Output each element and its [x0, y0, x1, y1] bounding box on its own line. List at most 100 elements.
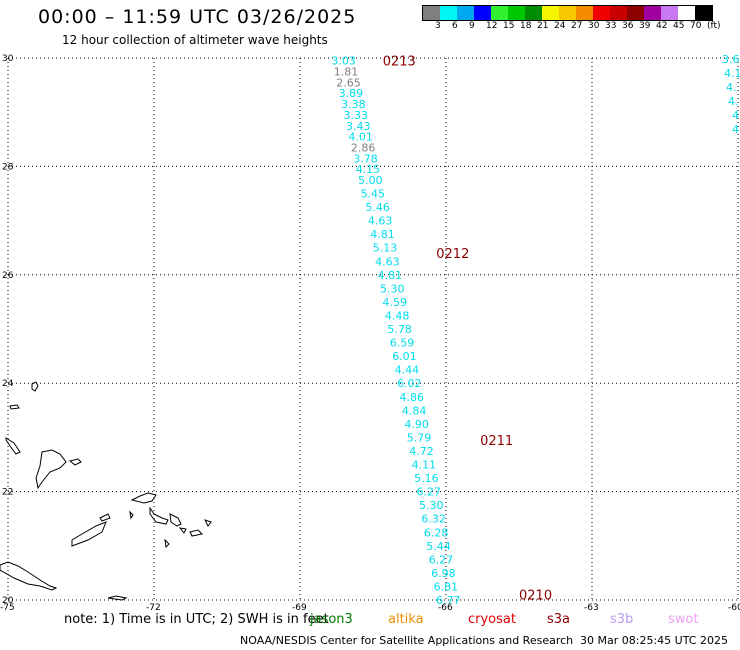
altimeter-track: 3.031.812.653.893.383.333.434.012.863.78…	[331, 55, 460, 607]
wave-height-value: 6.27	[417, 486, 442, 499]
wave-height-value-edge: 4.	[726, 81, 737, 94]
legend-swatch	[542, 6, 559, 20]
right-edge-track: 3.64.14.4.4.4	[722, 53, 740, 136]
lon-tick-label: -66	[438, 603, 453, 613]
coast-island-9	[149, 506, 169, 525]
wave-height-value: 6.81	[434, 580, 459, 593]
coast-island-6	[71, 521, 107, 547]
wave-height-value: 5.30	[419, 499, 444, 512]
lon-tick-label: -75	[0, 603, 15, 613]
wave-height-value: 4.15	[356, 163, 381, 176]
lat-tick-label: 22	[2, 488, 13, 498]
legend-swatch	[593, 6, 610, 20]
coast-island-2	[9, 404, 20, 410]
wave-height-value: 5.78	[387, 323, 412, 336]
legend-swatch	[610, 6, 627, 20]
pass-label: 0211	[480, 434, 513, 449]
wave-height-value-edge: 4.1	[724, 67, 740, 80]
lat-tick-label: 26	[2, 271, 14, 281]
legend-swatch	[695, 6, 712, 20]
wave-height-value: 6.59	[390, 337, 415, 350]
coastline	[0, 381, 212, 601]
axis-tick-labels: -75 -72 -69 -66 -63 -60 30 28 26 24 22 20	[0, 54, 740, 613]
pass-label: 0210	[519, 589, 552, 604]
pass-label: 0212	[436, 247, 469, 262]
coast-island-15	[204, 519, 212, 527]
coast-island-14	[189, 529, 204, 537]
mission-label: jason3	[310, 612, 353, 627]
lat-lon-grid	[7, 57, 739, 601]
legend-label: 18	[520, 21, 532, 31]
legend-label: 36	[622, 21, 634, 31]
legend-swatch	[423, 6, 440, 20]
legend-label: 45	[673, 21, 685, 31]
legend-swatch	[474, 6, 491, 20]
wave-height-value: 5.46	[365, 201, 390, 214]
legend-swatch	[644, 6, 661, 20]
legend-label: 3	[435, 21, 441, 31]
wave-height-value: 6.01	[392, 350, 417, 363]
legend-label: 70	[690, 21, 702, 31]
wave-height-value: 5.13	[373, 242, 398, 255]
lon-tick-label: -72	[146, 603, 161, 613]
mission-label: s3b	[610, 612, 634, 627]
legend-label: 39	[639, 21, 651, 31]
color-scale-legend	[422, 5, 713, 21]
wave-height-value-edge: 4.	[728, 95, 739, 108]
map-title: 00:00 – 11:59 UTC 03/26/2025	[38, 6, 357, 28]
wave-height-value: 4.59	[382, 296, 407, 309]
coast-island-1	[31, 381, 39, 392]
wave-height-value: 6.77	[436, 594, 461, 607]
wave-height-value-edge: 3.6	[722, 53, 740, 66]
lat-tick-label: 24	[2, 379, 14, 389]
wave-height-value: 5.16	[414, 472, 439, 485]
legend-label: 42	[656, 21, 668, 31]
wave-height-value: 5.44	[426, 540, 451, 553]
wave-height-value: 4.63	[375, 255, 400, 268]
wave-height-value: 2.65	[336, 76, 361, 89]
coast-island-12	[164, 538, 170, 549]
coast-cuba	[0, 561, 58, 591]
coast-island-13	[178, 527, 187, 534]
wave-height-value: 4.11	[412, 459, 437, 472]
wave-height-value: 1.81	[334, 66, 359, 79]
wave-height-value: 4.48	[385, 309, 410, 322]
legend-label: 12	[486, 21, 498, 31]
coast-island-3	[5, 437, 21, 455]
lat-tick-label: 28	[2, 162, 14, 172]
legend-label: 6	[452, 21, 458, 31]
mission-label: swot	[668, 612, 699, 627]
legend-swatch	[678, 6, 695, 20]
coast-island-8	[130, 492, 157, 504]
legend-swatch	[457, 6, 474, 20]
footer-note: note: 1) Time is in UTC; 2) SWH is in fe…	[64, 612, 329, 627]
wave-height-value: 3.78	[353, 152, 378, 165]
coast-island-16	[107, 595, 128, 601]
wave-height-value: 2.86	[351, 141, 376, 154]
mission-label: altika	[388, 612, 424, 627]
wave-height-value: 4.84	[402, 404, 427, 417]
mission-label: cryosat	[468, 612, 516, 627]
color-scale-labels: 3 6 9 12 15 18 21 24 27 30 33 36 39 42 45 70 (ft)	[422, 21, 740, 33]
wave-height-value: 5.30	[380, 282, 405, 295]
wave-height-value: 3.33	[344, 109, 369, 122]
pass-label: 0213	[383, 55, 416, 70]
legend-swatch	[559, 6, 576, 20]
wave-height-value: 3.43	[346, 120, 371, 133]
legend-swatch	[627, 6, 644, 20]
wave-height-value-edge: 4	[732, 123, 739, 136]
legend-label: 9	[469, 21, 475, 31]
legend-swatch	[491, 6, 508, 20]
legend-label: (ft)	[707, 21, 721, 31]
legend-label: 30	[588, 21, 600, 31]
legend-label: 24	[554, 21, 566, 31]
wave-height-value: 3.38	[341, 98, 366, 111]
wave-height-value: 6.28	[424, 526, 449, 539]
coast-island-11	[169, 513, 182, 527]
legend-label: 15	[503, 21, 515, 31]
coast-island-10	[129, 510, 134, 520]
wave-height-value: 5.45	[361, 188, 386, 201]
wave-height-value: 5.79	[407, 431, 432, 444]
wave-height-value: 3.03	[331, 55, 356, 68]
lon-tick-label: -69	[292, 603, 307, 613]
